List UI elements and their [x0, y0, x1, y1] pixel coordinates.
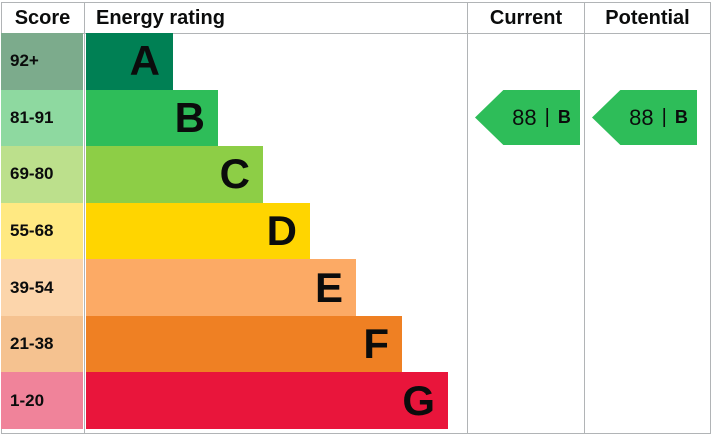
band-row-e: 39-54 E: [1, 259, 467, 316]
potential-rating-value: 88: [629, 104, 654, 130]
column-divider-current: [467, 2, 468, 433]
band-bar-f: F: [86, 315, 402, 373]
band-row-a: 92+ A: [1, 33, 467, 90]
header-potential: Potential: [605, 6, 690, 29]
header-energy-rating: Energy rating: [96, 6, 225, 29]
band-bar-c: C: [86, 146, 263, 203]
header-underline: [1, 33, 710, 34]
table-border-bottom: [1, 433, 710, 434]
rating-bands: 92+ A 81-91 B 69-80 C 55-68 D 39-54 E 21-38 F 1-20 G: [1, 33, 467, 429]
potential-rating-separator: |: [661, 106, 667, 128]
column-divider-score: [84, 2, 85, 433]
band-row-b: 81-91 B: [1, 89, 467, 147]
score-range-d: 55-68: [1, 202, 83, 260]
band-bar-a: A: [86, 33, 173, 90]
score-range-f: 21-38: [1, 315, 83, 373]
current-rating-value: 88: [512, 104, 537, 130]
score-range-b: 81-91: [1, 89, 83, 147]
band-row-f: 21-38 F: [1, 315, 467, 373]
band-bar-g: G: [86, 372, 448, 429]
score-range-e: 39-54: [1, 259, 83, 316]
current-rating-grade: B: [557, 107, 571, 127]
table-border-right: [710, 2, 711, 434]
score-range-g: 1-20: [1, 372, 83, 429]
column-divider-potential: [584, 2, 585, 433]
table-border-top: [1, 2, 710, 3]
score-range-a: 92+: [1, 33, 83, 90]
band-bar-b: B: [86, 89, 218, 147]
potential-rating-badge: 88 | B: [592, 90, 697, 145]
current-rating-separator: |: [544, 106, 550, 128]
header-current: Current: [489, 6, 563, 29]
score-range-c: 69-80: [1, 146, 83, 203]
band-bar-d: D: [86, 202, 310, 260]
header-score: Score: [14, 6, 71, 29]
band-row-d: 55-68 D: [1, 202, 467, 260]
current-rating-badge: 88 | B: [475, 90, 580, 145]
band-bar-e: E: [86, 259, 356, 316]
potential-rating-grade: B: [674, 107, 688, 127]
band-row-g: 1-20 G: [1, 372, 467, 429]
band-row-c: 69-80 C: [1, 146, 467, 203]
